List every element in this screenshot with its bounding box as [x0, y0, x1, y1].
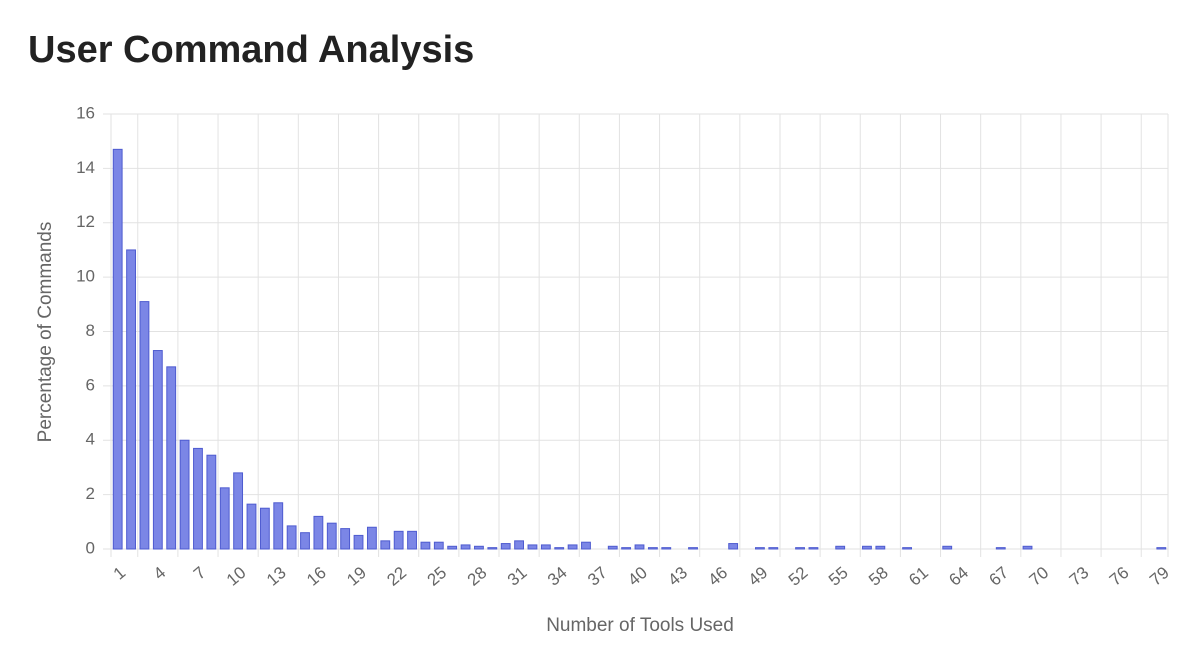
x-tick-label: 19: [343, 563, 370, 590]
y-tick-label: 12: [76, 212, 95, 231]
bar: [540, 544, 551, 550]
bar: [219, 487, 230, 550]
y-tick-label: 4: [86, 430, 95, 449]
bar: [193, 447, 203, 550]
x-tick-label: 10: [223, 563, 250, 590]
bar: [420, 541, 431, 550]
bar: [768, 547, 779, 550]
bar: [259, 507, 270, 550]
x-tick-label: 67: [985, 563, 1012, 590]
y-tick-label: 6: [86, 375, 95, 394]
bar: [166, 366, 177, 550]
x-tick-label: 43: [664, 563, 691, 590]
bar: [206, 454, 217, 550]
x-tick-label: 76: [1106, 563, 1133, 590]
bar: [634, 544, 645, 550]
bar: [286, 525, 297, 550]
bar: [366, 526, 377, 550]
x-tick-label: 25: [424, 563, 451, 590]
bar: [433, 541, 444, 550]
bar: [112, 148, 123, 550]
y-axis-label: Percentage of Commands: [35, 222, 56, 443]
bar: [661, 547, 672, 550]
chart-title: User Command Analysis: [28, 29, 474, 71]
bar: [607, 545, 618, 550]
y-tick-label: 2: [86, 484, 95, 503]
bar: [728, 543, 739, 550]
x-tick-label: 22: [383, 563, 410, 590]
x-tick-label: 55: [825, 563, 852, 590]
x-tick-label: 73: [1066, 563, 1093, 590]
bar: [340, 528, 351, 550]
bar: [393, 530, 404, 550]
x-tick-label: 61: [905, 563, 932, 590]
x-tick-label: 37: [584, 563, 611, 590]
x-tick-label: 28: [464, 563, 491, 590]
bar: [527, 544, 538, 550]
bar: [1156, 547, 1167, 550]
bar: [995, 547, 1006, 550]
bar: [313, 515, 324, 550]
x-tick-label: 31: [504, 563, 531, 590]
bar: [152, 350, 163, 550]
x-tick-label: 58: [865, 563, 892, 590]
x-tick-label: 46: [705, 563, 732, 590]
x-tick-label: 70: [1026, 563, 1053, 590]
bar: [688, 547, 698, 550]
x-tick-label: 49: [745, 563, 772, 590]
x-tick-label: 4: [150, 563, 169, 584]
bar: [902, 547, 913, 550]
bar: [233, 472, 244, 550]
bar: [795, 547, 805, 550]
bar: [353, 534, 364, 550]
x-tick-label: 7: [190, 563, 209, 584]
bar: [942, 545, 953, 550]
bar: [460, 544, 471, 550]
y-tick-label: 8: [86, 321, 95, 340]
bar: [862, 545, 872, 550]
bar: [126, 249, 136, 550]
bar: [1022, 545, 1033, 550]
bar: [621, 547, 632, 550]
bar: [835, 545, 846, 550]
x-tick-label: 1: [110, 563, 129, 584]
bar: [500, 543, 511, 550]
x-tick-label: 79: [1146, 563, 1173, 590]
bar: [808, 547, 819, 550]
y-tick-label: 16: [76, 103, 95, 122]
x-tick-label: 64: [945, 563, 972, 590]
x-tick-label: 16: [303, 563, 330, 590]
bar: [273, 502, 284, 550]
x-tick-label: 34: [544, 563, 571, 590]
x-tick-label: 13: [263, 563, 290, 590]
y-tick-label: 0: [86, 538, 95, 557]
bar: [139, 301, 150, 550]
x-tick-label: 52: [785, 563, 812, 590]
bar: [554, 547, 565, 550]
y-tick-label: 14: [76, 158, 95, 177]
bar: [487, 547, 498, 550]
bar: [647, 547, 658, 550]
bar: [380, 540, 391, 550]
bar: [567, 544, 578, 550]
bar: [300, 532, 310, 550]
y-tick-label: 10: [76, 267, 95, 286]
bar: [326, 522, 337, 550]
bar: [246, 503, 257, 550]
bar: [875, 545, 886, 550]
x-tick-label: 40: [624, 563, 651, 590]
bar: [581, 541, 591, 550]
bar: [755, 547, 765, 550]
bar: [179, 439, 190, 550]
bar: [407, 530, 417, 550]
bar: [447, 545, 458, 550]
bar: [474, 545, 484, 550]
x-axis-label: Number of Tools Used: [546, 615, 734, 636]
bar: [514, 540, 524, 550]
